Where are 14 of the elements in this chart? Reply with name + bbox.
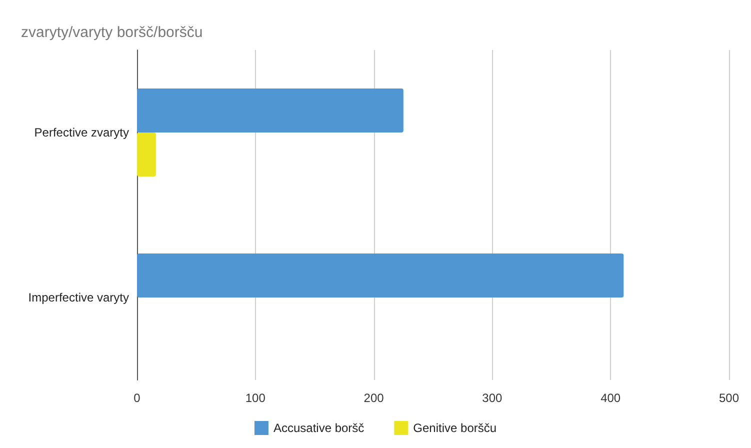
- y-tick-label: Perfective zvaryty: [34, 126, 129, 140]
- bar: [137, 132, 156, 176]
- legend-label: Genitive boršču: [413, 421, 497, 435]
- legend-label: Accusative boršč: [273, 421, 364, 435]
- x-tick-label: 200: [364, 391, 384, 405]
- chart-title: zvaryty/varyty boršč/boršču: [21, 24, 203, 41]
- bar: [137, 254, 624, 298]
- x-tick-label: 300: [482, 391, 503, 405]
- bar: [137, 88, 404, 132]
- x-tick-label: 0: [134, 391, 141, 405]
- x-tick-label: 400: [600, 391, 621, 405]
- x-tick-label: 100: [245, 391, 266, 405]
- y-tick-label: Imperfective varyty: [28, 290, 129, 304]
- x-tick-label: 500: [718, 391, 740, 405]
